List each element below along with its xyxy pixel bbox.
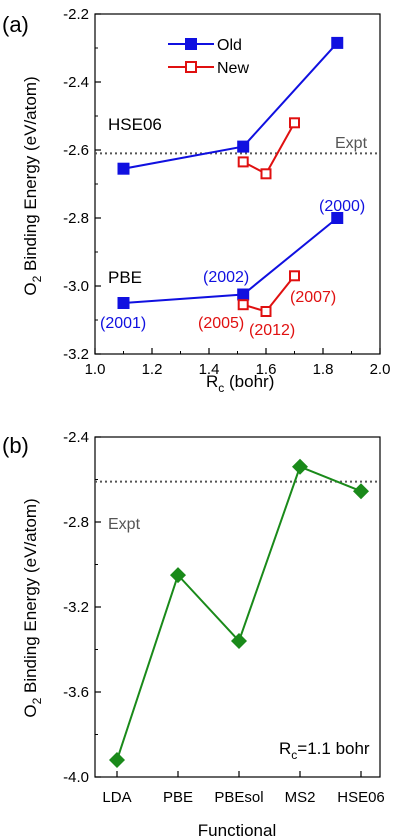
panel-a: (a) 1.0 1.2 1.4 1.6 1.8 2.0 -2.2 -2.4 -2.6 -2.8 -3… [2, 6, 390, 395]
data-point-old [237, 140, 250, 153]
panel-a-legend: Old New [168, 37, 249, 77]
panel-a-ticks: 1.0 1.2 1.4 1.6 1.8 2.0 -2.2 -2.4 -2.6 -2.8 -3.0 -3… [63, 6, 390, 378]
panel-b-label: (b) [2, 433, 29, 458]
legend-old-label: Old [217, 37, 242, 54]
b-xtick-label: HSE06 [337, 789, 385, 806]
a-xtick-label: 2.0 [370, 361, 391, 378]
b-xtick-label: MS2 [285, 789, 316, 806]
data-point-hse06 [353, 483, 369, 500]
annotation-2005: (2005) [198, 315, 244, 332]
data-point-new [289, 117, 300, 129]
data-point-new [237, 299, 249, 311]
legend-new-marker [185, 61, 197, 73]
data-point-pbe [170, 567, 186, 584]
panel-b-expt-label: Expt [108, 516, 141, 533]
data-point-lda [109, 752, 125, 768]
legend-new-label: New [217, 60, 249, 77]
a-ytick-label: -2.8 [63, 210, 89, 227]
panel-b: (b) LDA PBE PBEsol MS2 HSE06 -2.4 -2.8 -3.2 -3.6… [2, 429, 385, 840]
data-point-new [289, 270, 300, 282]
annotation-2002: (2002) [203, 269, 249, 286]
a-xtick-label: 1.6 [256, 361, 277, 378]
annotation-2007: (2007) [290, 289, 336, 306]
data-point-new [237, 156, 249, 168]
a-xtick-label: 1.4 [199, 361, 220, 378]
panel-a-ylabel: O2 Binding Energy (eV/atom) [21, 76, 44, 295]
panel-b-series [109, 458, 369, 768]
data-point-ms2 [292, 458, 308, 475]
a-ytick-label: -2.4 [63, 74, 89, 91]
panel-a-label: (a) [2, 12, 29, 37]
b-xtick-label: PBEsol [214, 789, 263, 806]
b-ytick-label: -3.6 [63, 684, 89, 701]
a-ytick-label: -3.0 [63, 278, 89, 295]
data-point-pbesol [231, 633, 247, 649]
b-xtick-label: LDA [102, 789, 131, 806]
panel-a-series [117, 36, 344, 317]
a-xtick-label: 1.0 [85, 361, 106, 378]
a-ytick-label: -3.2 [63, 346, 89, 363]
annotation-2000: (2000) [319, 198, 365, 215]
b-ytick-label: -3.2 [63, 599, 89, 616]
b-ytick-label: -4.0 [63, 769, 89, 786]
annotation-hse06: HSE06 [108, 115, 162, 134]
series-line-new-hse06 [242, 122, 296, 176]
b-ytick-label: -2.4 [63, 429, 89, 446]
data-point-new [260, 306, 272, 317]
series-line-functional [116, 465, 362, 761]
a-ytick-label: -2.6 [63, 142, 89, 159]
panel-b-ylabel: O2 Binding Energy (eV/atom) [21, 498, 44, 717]
annotation-pbe: PBE [108, 268, 142, 287]
legend-old-marker [185, 38, 197, 50]
data-point-old [117, 297, 130, 309]
a-xtick-label: 1.2 [142, 361, 163, 378]
panel-a-expt-label: Expt [335, 135, 368, 152]
panel-a-xlabel: Rc (bohr) [206, 372, 274, 395]
panel-b-xlabel: Functional [198, 821, 276, 840]
annotation-2001: (2001) [100, 315, 146, 332]
a-xtick-label: 1.8 [313, 361, 334, 378]
panel-b-ticks: LDA PBE PBEsol MS2 HSE06 -2.4 -2.8 -3.2 -3.6 -4.0 [63, 429, 385, 806]
panel-b-plot-frame [94, 436, 381, 778]
b-ytick-label: -2.8 [63, 514, 89, 531]
data-point-new [260, 168, 272, 180]
annotation-2012: (2012) [249, 322, 295, 339]
panel-b-rc-annotation: Rc=1.1 bohr [279, 739, 370, 762]
data-point-old [331, 212, 344, 224]
b-xtick-label: PBE [163, 789, 193, 806]
data-point-old [237, 288, 250, 301]
a-ytick-label: -2.2 [63, 6, 89, 23]
data-point-old [117, 162, 130, 175]
data-point-old [331, 36, 344, 49]
